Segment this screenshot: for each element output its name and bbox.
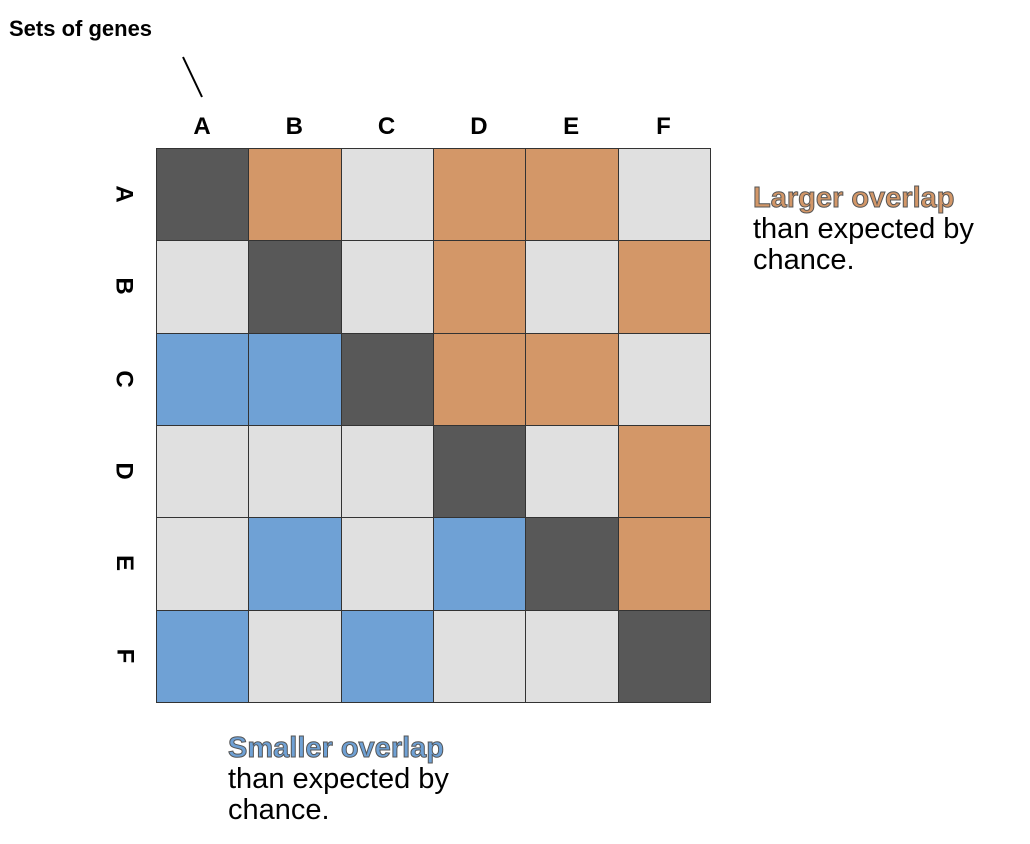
- matrix-cell-c-d: [434, 333, 526, 425]
- matrix-cell-b-b: [249, 241, 341, 333]
- matrix-cell-b-d: [434, 241, 526, 333]
- matrix-cell-b-f: [618, 241, 710, 333]
- column-header-a: A: [193, 113, 211, 140]
- matrix-cell-f-c: [341, 610, 433, 702]
- matrix-cell-e-e: [526, 518, 618, 610]
- row-header-c: C: [108, 333, 140, 425]
- column-header-d: D: [470, 113, 488, 140]
- matrix-cell-c-a: [157, 333, 249, 425]
- row-header-e: E: [108, 517, 140, 609]
- matrix-cell-e-f: [618, 518, 710, 610]
- matrix-cell-d-a: [157, 426, 249, 518]
- matrix-cell-a-d: [434, 149, 526, 241]
- matrix-cell-c-c: [341, 333, 433, 425]
- legend-larger-title: Larger overlap: [753, 182, 955, 214]
- matrix-cell-c-b: [249, 333, 341, 425]
- matrix-cell-d-b: [249, 426, 341, 518]
- overlap-matrix: [156, 148, 711, 703]
- matrix-cell-b-c: [341, 241, 433, 333]
- matrix-cell-f-a: [157, 610, 249, 702]
- matrix-cell-a-f: [618, 149, 710, 241]
- column-header-b: B: [285, 113, 303, 140]
- matrix-cell-b-e: [526, 241, 618, 333]
- matrix-cell-f-f: [618, 610, 710, 702]
- matrix-cell-d-e: [526, 426, 618, 518]
- sets-of-genes-label: Sets of genes: [9, 16, 153, 41]
- row-header-b: B: [108, 240, 140, 332]
- row-header-label: A: [111, 185, 138, 203]
- legend-smaller-title: Smaller overlap: [228, 732, 445, 764]
- matrix-cell-c-f: [618, 333, 710, 425]
- matrix-cell-a-a: [157, 149, 249, 241]
- matrix-cell-e-a: [157, 518, 249, 610]
- matrix-cell-d-d: [434, 426, 526, 518]
- row-header-f: F: [108, 610, 140, 702]
- row-header-label: E: [110, 555, 138, 572]
- row-header-a: A: [108, 148, 140, 240]
- annotation-pointer-stroke: [182, 56, 203, 98]
- row-header-label: D: [111, 462, 138, 480]
- matrix-cell-c-e: [526, 333, 618, 425]
- legend-larger-text: than expected by chance.: [753, 213, 974, 276]
- column-header-c: C: [377, 113, 396, 140]
- matrix-cell-f-b: [249, 610, 341, 702]
- matrix-cell-b-a: [157, 241, 249, 333]
- legend-smaller-text: than expected by chance.: [228, 763, 449, 826]
- row-header-label: B: [111, 277, 138, 295]
- row-header-d: D: [108, 425, 140, 517]
- row-header-label: F: [110, 648, 138, 663]
- column-header-e: E: [563, 113, 580, 140]
- matrix-cell-d-f: [618, 426, 710, 518]
- matrix-cell-e-b: [249, 518, 341, 610]
- matrix-cell-d-c: [341, 426, 433, 518]
- matrix-cell-a-b: [249, 149, 341, 241]
- column-header-f: F: [656, 113, 671, 140]
- matrix-cell-a-e: [526, 149, 618, 241]
- matrix-cell-e-c: [341, 518, 433, 610]
- legend-larger-overlap: Larger overlap than expected by chance.: [753, 182, 1013, 276]
- matrix-cell-e-d: [434, 518, 526, 610]
- matrix-cell-a-c: [341, 149, 433, 241]
- legend-smaller-overlap: Smaller overlap than expected by chance.: [228, 732, 488, 826]
- matrix-cell-f-d: [434, 610, 526, 702]
- matrix-cell-f-e: [526, 610, 618, 702]
- row-header-label: C: [111, 369, 138, 388]
